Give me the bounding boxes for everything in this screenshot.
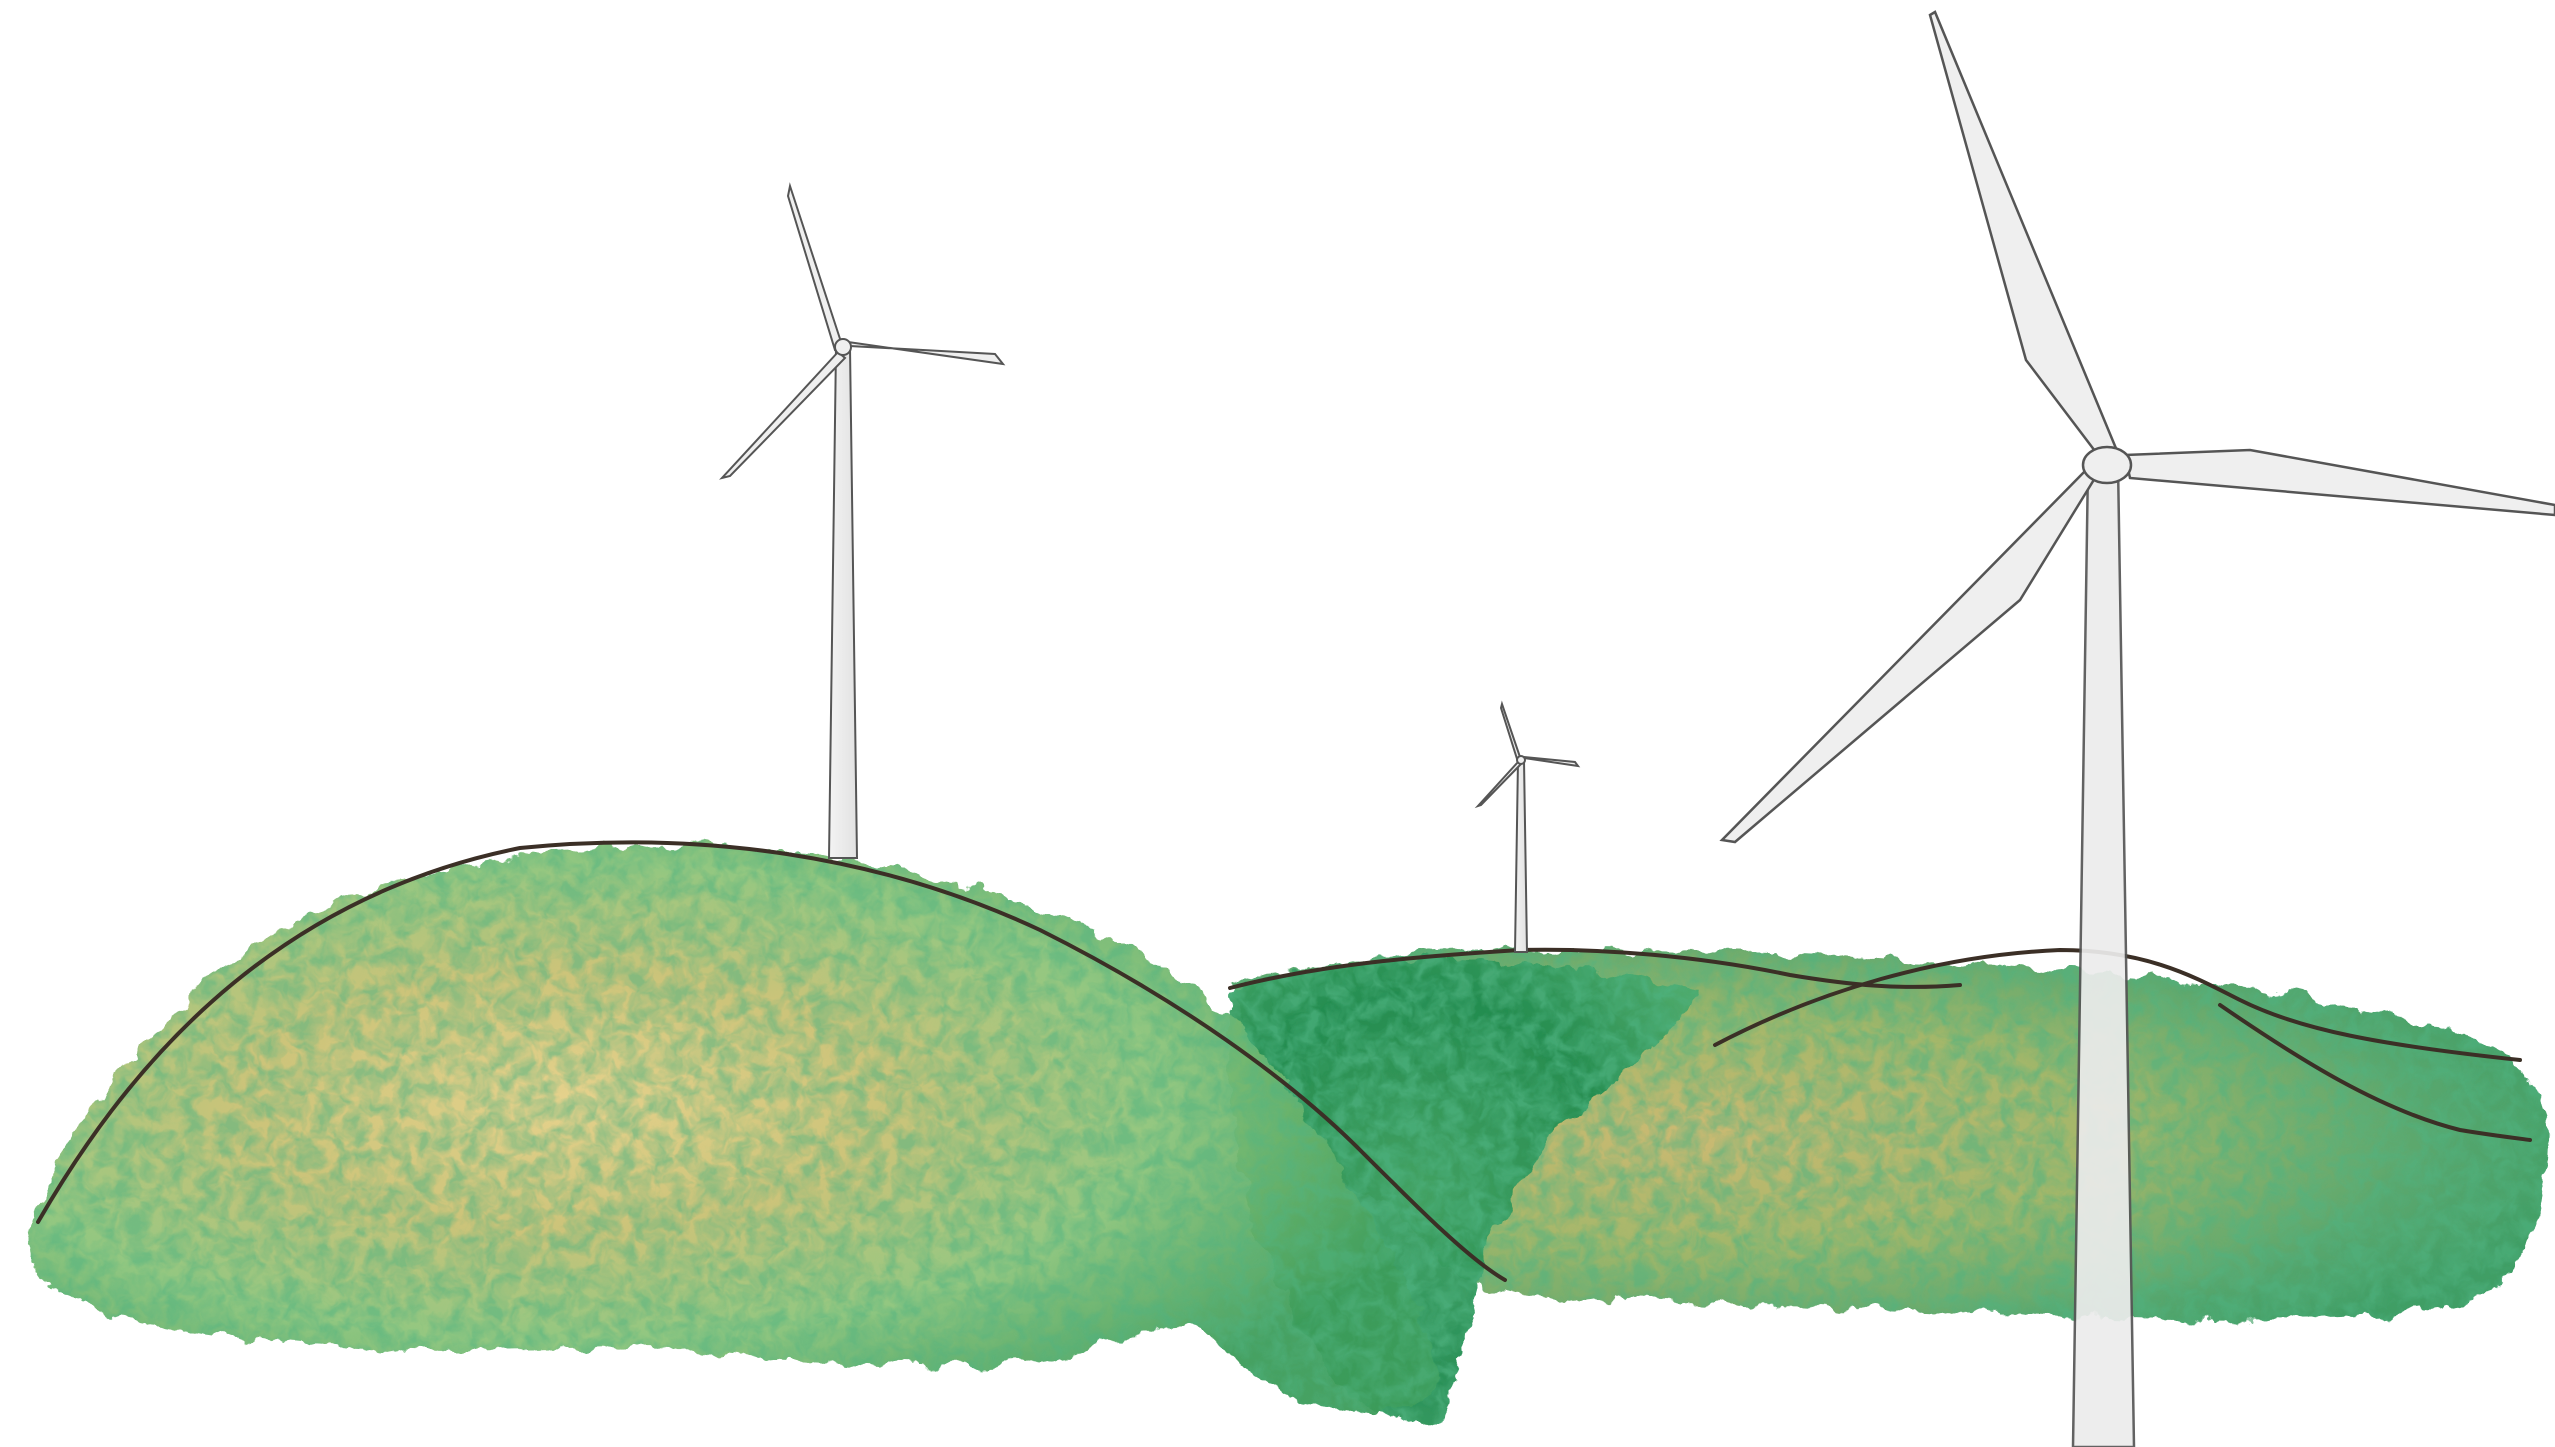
wind-turbine-left (719, 182, 1006, 859)
wind-turbine-right (1719, 10, 2555, 1447)
turbine-blade (1499, 700, 1523, 764)
turbines (719, 10, 2555, 1447)
far-right-slope (2218, 1003, 2532, 1142)
turbine-blade (1474, 760, 1523, 809)
turbine-blade (786, 182, 845, 352)
hill-outlines (36, 840, 2532, 1282)
turbine-hub (2081, 445, 2133, 485)
turbine-hub (1516, 755, 1526, 765)
turbine-tower (1513, 759, 1529, 953)
turbine-blade (2123, 448, 2555, 517)
turbine-blade (1719, 463, 2097, 844)
left-hill (29, 845, 1441, 1414)
hills (29, 840, 2549, 1423)
turbine-blade (1523, 755, 1581, 768)
turbine-blade (1928, 10, 2122, 460)
turbine-tower (827, 347, 859, 859)
right-hill-ridge (1713, 947, 2522, 1062)
turbine-tower (2071, 463, 2136, 1447)
turbine-blade (846, 340, 1006, 366)
left-hill-ridge (36, 840, 1507, 1282)
wind-turbine-center (1474, 700, 1581, 953)
turbine-hub (834, 338, 852, 356)
turbine-blade (719, 350, 847, 480)
